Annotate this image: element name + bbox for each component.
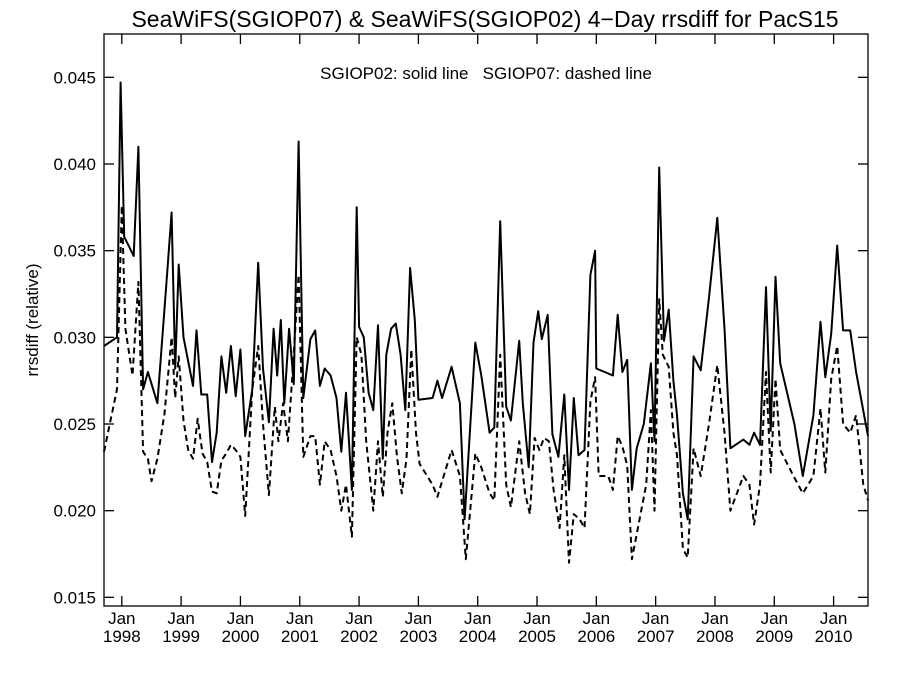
y-tick-label: 0.030: [53, 328, 96, 347]
x-tick-month-label: Jan: [345, 609, 372, 628]
y-axis-label: rrsdiff (relative): [23, 263, 42, 376]
y-tick-label: 0.015: [53, 588, 96, 607]
x-tick-month-label: Jan: [227, 609, 254, 628]
x-tick-year-label: 2003: [399, 627, 437, 646]
x-tick-year-label: 2000: [222, 627, 260, 646]
y-tick-label: 0.025: [53, 415, 96, 434]
x-tick-year-label: 2007: [637, 627, 675, 646]
x-tick-year-label: 2005: [518, 627, 556, 646]
x-tick-month-label: Jan: [405, 609, 432, 628]
y-tick-label: 0.045: [53, 68, 96, 87]
x-tick-year-label: 2008: [696, 627, 734, 646]
x-tick-month-label: Jan: [108, 609, 135, 628]
x-tick-month-label: Jan: [701, 609, 728, 628]
x-tick-month-label: Jan: [167, 609, 194, 628]
y-tick-label: 0.035: [53, 242, 96, 261]
x-tick-month-label: Jan: [286, 609, 313, 628]
x-tick-month-label: Jan: [820, 609, 847, 628]
x-tick-year-label: 1998: [103, 627, 141, 646]
y-tick-label: 0.020: [53, 502, 96, 521]
x-tick-year-label: 2001: [281, 627, 319, 646]
x-tick-year-label: 2002: [340, 627, 378, 646]
x-tick-year-label: 2004: [459, 627, 497, 646]
y-tick-label: 0.040: [53, 155, 96, 174]
x-tick-year-label: 2009: [755, 627, 793, 646]
y-axis: 0.015 0.020 0.025 0.030 0.035 0.040 0.045: [53, 68, 868, 607]
series-line-sgiop02: [103, 81, 869, 521]
x-tick-year-label: 1999: [162, 627, 200, 646]
x-tick-month-label: Jan: [761, 609, 788, 628]
x-tick-year-label: 2010: [815, 627, 853, 646]
x-tick-month-label: Jan: [642, 609, 669, 628]
plot-area-frame: [103, 33, 869, 607]
x-tick-month-label: Jan: [583, 609, 610, 628]
chart-title: SeaWiFS(SGIOP07) & SeaWiFS(SGIOP02) 4−Da…: [131, 6, 838, 32]
x-tick-month-label: Jan: [464, 609, 491, 628]
x-tick-month-label: Jan: [523, 609, 550, 628]
x-axis: Jan1998Jan1999Jan2000Jan2001Jan2002Jan20…: [103, 34, 853, 646]
legend-annotation: SGIOP02: solid line SGIOP07: dashed line: [320, 64, 652, 83]
series-layer: [103, 81, 869, 564]
x-tick-year-label: 2006: [577, 627, 615, 646]
series-line-sgiop07: [103, 204, 869, 564]
